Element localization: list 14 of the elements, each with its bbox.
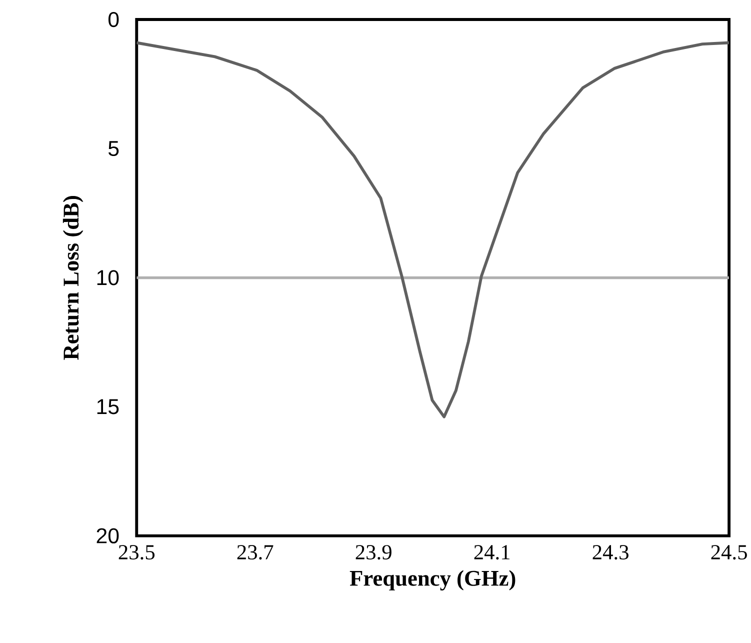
- line-series: [136, 41, 730, 418]
- y-tick-label: 10: [97, 270, 119, 286]
- x-tick-label: 24.5: [711, 545, 747, 560]
- y-axis-title: Return Loss (dB): [62, 196, 84, 360]
- x-tick-label: 24.3: [592, 545, 628, 560]
- x-tick-label: 23.9: [356, 545, 392, 560]
- y-tick-label: 15: [97, 399, 119, 414]
- y-tick-label: 5: [108, 141, 119, 156]
- y-tick-label: 0: [108, 12, 119, 28]
- y-tick-label: 20: [96, 528, 119, 544]
- x-axis-title: Frequency (GHz): [350, 570, 516, 590]
- x-tick-label: 24.1: [474, 545, 510, 560]
- x-tick-label: 23.5: [118, 545, 155, 560]
- x-tick-label: 23.7: [237, 545, 274, 560]
